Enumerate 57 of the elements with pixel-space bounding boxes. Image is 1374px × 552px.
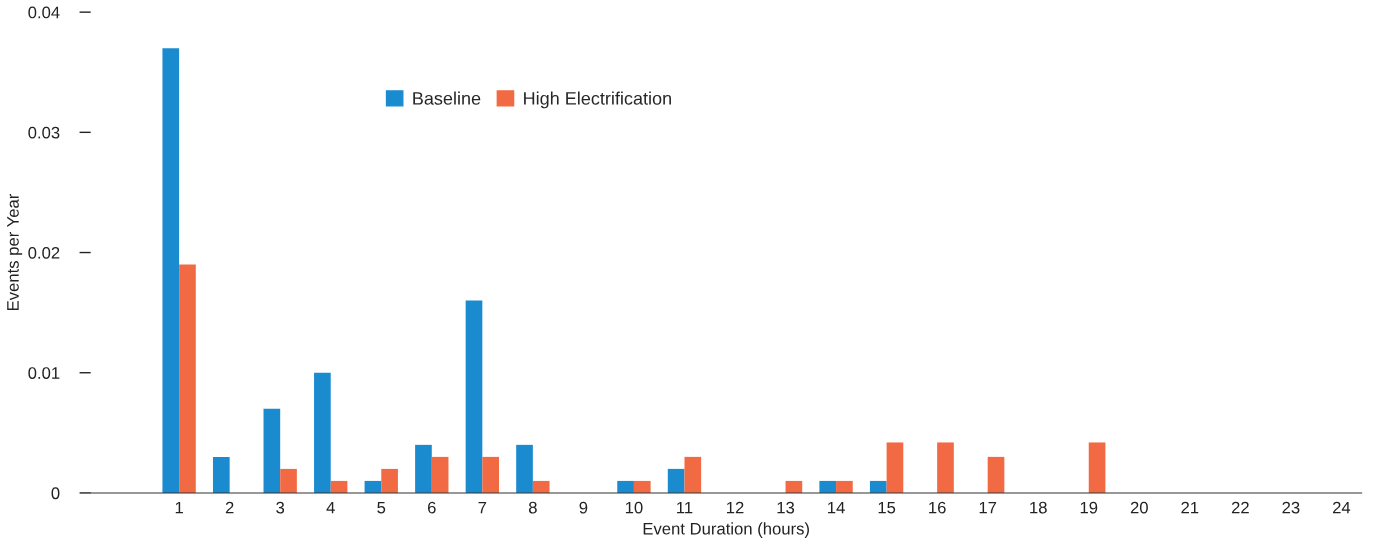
bar [684, 456, 702, 493]
bar [465, 300, 483, 493]
legend-label: High Electrification [524, 91, 671, 109]
x-tick-label: 20 [1130, 501, 1148, 514]
bar [987, 456, 1005, 493]
x-tick-label: 9 [579, 501, 588, 514]
x-tick-label: 11 [677, 501, 693, 514]
bar [212, 456, 230, 493]
bar [886, 442, 904, 493]
x-tick-label: 4 [326, 501, 335, 514]
bar [1088, 442, 1106, 493]
x-tick-label: 2 [225, 501, 234, 514]
bar [532, 480, 550, 493]
x-tick-label: 6 [428, 501, 436, 514]
x-tick-label: 19 [1080, 501, 1098, 514]
x-tick-label: 16 [929, 501, 946, 514]
x-tick-label: 18 [1030, 501, 1047, 514]
y-tick-label: 0.02 [28, 246, 60, 259]
y-tick-label: 0.04 [28, 6, 60, 19]
bar [179, 264, 196, 493]
bar [162, 48, 180, 493]
x-tick-label: 24 [1332, 501, 1351, 514]
legend-label: Baseline [413, 91, 481, 105]
bar [836, 480, 853, 493]
x-tick-label: 3 [276, 501, 285, 514]
bar [937, 442, 954, 493]
bar [667, 468, 685, 493]
bar [617, 480, 634, 493]
y-axis-title: Events per Year [7, 193, 23, 311]
y-tick-label: 0.03 [28, 126, 60, 139]
bar [516, 444, 533, 493]
x-tick-label: 12 [727, 501, 744, 514]
x-tick-label: 22 [1231, 501, 1249, 514]
x-tick-label: 21 [1181, 501, 1199, 514]
x-tick-label: 1 [175, 501, 183, 514]
x-tick-label: 15 [878, 501, 896, 514]
bar [280, 468, 297, 493]
bar [431, 456, 449, 493]
bar [263, 408, 281, 493]
x-tick-label: 10 [625, 501, 643, 514]
bar [415, 444, 432, 493]
x-tick-label: 5 [377, 501, 386, 514]
x-axis-title: Event Duration (hours) [643, 522, 809, 538]
bar [381, 468, 398, 493]
x-tick-label: 23 [1282, 501, 1300, 514]
x-tick-label: 8 [528, 501, 537, 514]
bar [869, 480, 887, 493]
bar [819, 480, 837, 493]
y-tick-label: 0.01 [28, 367, 60, 379]
bar [482, 456, 500, 493]
y-tick-label: 0 [51, 487, 60, 500]
bar [314, 372, 331, 493]
x-tick-label: 17 [979, 501, 997, 514]
x-tick-label: 14 [828, 501, 845, 514]
bar [633, 480, 651, 493]
x-tick-label: 7 [478, 501, 487, 514]
x-tick-label: 13 [777, 501, 795, 514]
